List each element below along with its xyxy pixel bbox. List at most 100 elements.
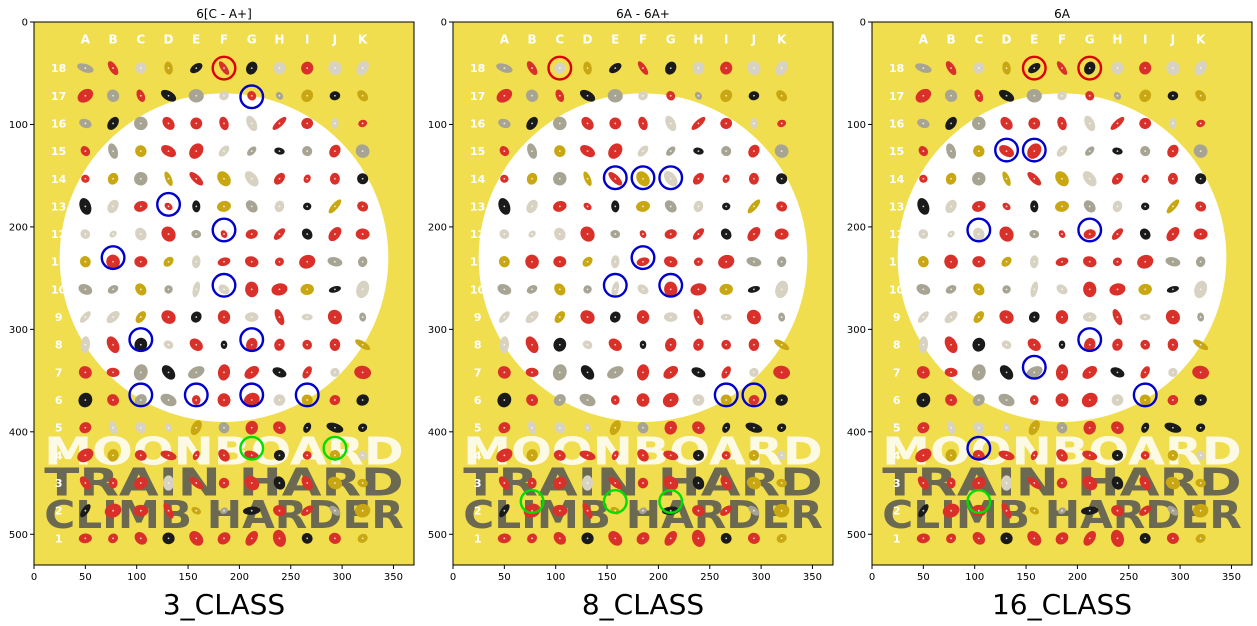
hold-bolt	[586, 482, 589, 484]
hold-bolt	[614, 94, 617, 97]
hold-bolt	[361, 233, 364, 235]
chart-title: 6A - 6A+	[616, 7, 670, 21]
hold-bolt	[780, 426, 783, 429]
hold-bolt	[1088, 426, 1091, 429]
intermediate-hold-marker	[713, 382, 739, 408]
hold-bolt	[753, 343, 755, 346]
hold-bolt	[669, 537, 672, 540]
x-tick-label: 300	[333, 572, 352, 583]
hold-bolt	[1144, 94, 1147, 97]
hold-bolt	[139, 509, 142, 512]
hold-bolt	[306, 67, 309, 70]
hold-bolt	[278, 343, 281, 346]
hold-bolt	[1061, 233, 1063, 235]
hold-bolt	[669, 288, 672, 291]
row-label: 18	[51, 62, 66, 75]
row-label: 16	[889, 117, 905, 130]
hold-bolt	[614, 288, 617, 291]
column-label: G	[666, 33, 676, 47]
hold-bolt	[1033, 67, 1036, 70]
hold-bolt	[503, 371, 506, 374]
hold-bolt	[1088, 67, 1091, 70]
hold-bolt	[306, 150, 309, 152]
intermediate-hold-marker	[128, 382, 154, 408]
hold-bolt	[977, 399, 980, 401]
hold-bolt	[1061, 426, 1063, 429]
hold-bolt	[278, 150, 281, 152]
hold-bolt	[361, 371, 364, 374]
x-tick-label: 0	[31, 572, 37, 583]
hold-bolt	[1033, 371, 1036, 374]
hold-bolt	[922, 288, 925, 291]
hold-bolt	[977, 343, 980, 346]
hold-bolt	[558, 260, 561, 263]
hold-bolt	[1199, 482, 1202, 484]
hold-bolt	[1116, 233, 1119, 235]
hold-bolt	[753, 205, 755, 208]
hold-bolt	[950, 177, 952, 180]
hold-bolt	[167, 371, 170, 374]
row-label: 18	[470, 62, 485, 75]
hold-bolt	[1005, 537, 1008, 540]
hold-bolt	[334, 150, 336, 152]
hold-bolt	[250, 177, 253, 180]
hold-bolt	[361, 426, 364, 429]
row-label: 7	[474, 366, 482, 379]
hold-bolt	[753, 371, 755, 374]
hold-bolt	[84, 260, 87, 263]
hold-bolt	[278, 316, 281, 318]
x-tick-label: 300	[1171, 572, 1190, 583]
row-label: 10	[51, 283, 67, 296]
hold-bolt	[977, 122, 980, 125]
hold-bolt	[977, 509, 980, 512]
hold-bolt	[112, 343, 114, 346]
intermediate-hold-marker	[630, 245, 656, 271]
hold-bolt	[1088, 150, 1091, 152]
hold-bolt	[167, 343, 170, 346]
column-label: B	[528, 33, 537, 47]
hold-bolt	[139, 177, 142, 180]
hold-bolt	[250, 233, 253, 235]
hold-bolt	[167, 122, 170, 125]
hold-bolt	[223, 67, 225, 70]
hold-bolt	[306, 537, 309, 540]
hold-bolt	[250, 371, 253, 374]
hold-bolt	[950, 537, 952, 540]
row-label: 17	[470, 90, 485, 103]
hold-bolt	[306, 233, 309, 235]
hold-bolt	[167, 426, 170, 429]
hold-bolt	[697, 454, 700, 457]
hold-bolt	[1144, 537, 1147, 540]
hold-bolt	[361, 122, 364, 125]
hold-bolt	[669, 233, 672, 235]
hold-bolt	[223, 316, 225, 318]
hold-bolt	[112, 454, 114, 457]
hold-bolt	[250, 454, 253, 457]
hold-bolt	[669, 454, 672, 457]
hold-bolt	[1144, 177, 1147, 180]
hold-bolt	[614, 233, 617, 235]
hold-bolt	[531, 399, 533, 401]
hold-bolt	[1088, 205, 1091, 208]
hold-bolt	[753, 233, 755, 235]
hold-bolt	[950, 94, 952, 97]
hold-bolt	[167, 316, 170, 318]
hold-bolt	[334, 205, 336, 208]
hold-bolt	[223, 371, 225, 374]
hold-bolt	[1088, 122, 1091, 125]
x-tick-label: 100	[546, 572, 565, 583]
hold-bolt	[84, 67, 87, 70]
hold-bolt	[669, 205, 672, 208]
hold-bolt	[306, 205, 309, 208]
intermediate-hold-marker	[994, 137, 1020, 163]
hold-bolt	[1199, 205, 1202, 208]
hold-bolt	[922, 426, 925, 429]
hold-bolt	[1088, 260, 1091, 263]
hold-bolt	[950, 260, 952, 263]
hold-bolt	[614, 67, 617, 70]
hold-bolt	[753, 67, 755, 70]
hold-bolt	[306, 177, 309, 180]
hold-bolt	[1116, 150, 1119, 152]
